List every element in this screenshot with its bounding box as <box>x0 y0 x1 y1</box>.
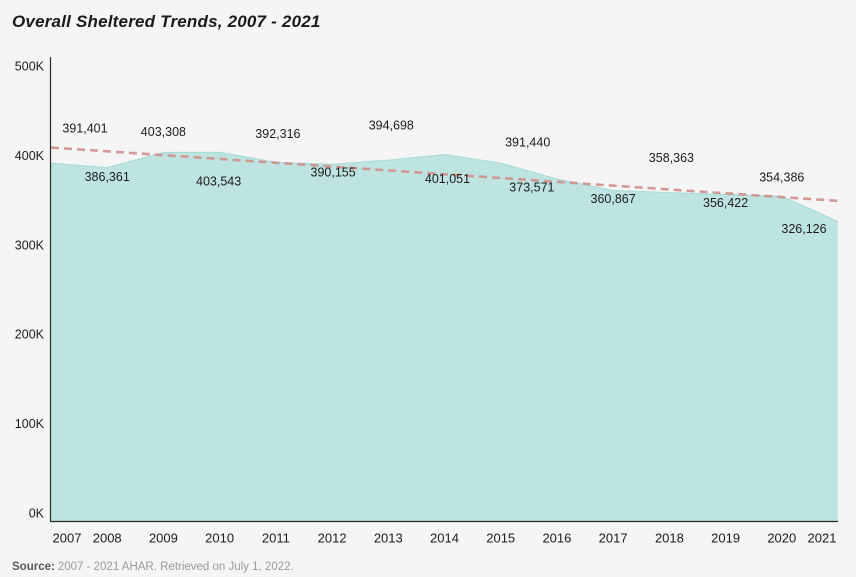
source-text: 2007 - 2021 AHAR. Retrieved on July 1, 2… <box>57 561 294 573</box>
x-tick-label: 2017 <box>599 531 628 546</box>
data-label: 358,363 <box>649 151 694 165</box>
x-tick-label: 2012 <box>318 531 347 546</box>
data-label: 391,440 <box>505 136 550 150</box>
y-tick-label: 0K <box>29 507 45 521</box>
source-note: Source: 2007 - 2021 AHAR. Retrieved on Ju… <box>12 561 294 573</box>
x-tick-label: 2011 <box>262 531 290 546</box>
data-label: 326,126 <box>781 222 826 236</box>
y-tick-label: 300K <box>15 238 45 252</box>
data-label: 394,698 <box>369 119 414 133</box>
data-label: 403,308 <box>141 125 186 139</box>
trend-line <box>50 146 839 203</box>
y-tick-label: 100K <box>15 417 45 431</box>
x-tick-label: 2021 <box>808 531 837 546</box>
data-label: 390,155 <box>311 166 356 180</box>
x-tick-label: 2016 <box>542 531 571 546</box>
data-label: 373,571 <box>509 181 554 195</box>
data-label: 386,361 <box>85 170 130 184</box>
x-tick-label: 2018 <box>655 531 684 546</box>
x-tick-label: 2015 <box>486 531 515 546</box>
area-series <box>51 152 838 521</box>
x-tick-label: 2019 <box>711 531 740 546</box>
data-label: 401,051 <box>425 172 470 186</box>
data-label: 391,401 <box>62 122 107 136</box>
source-label: Source: <box>12 561 55 573</box>
chart-title: Overall Sheltered Trends, 2007 - 2021 <box>12 12 321 31</box>
x-tick-label: 2010 <box>205 531 234 546</box>
x-tick-label: 2008 <box>93 531 122 546</box>
y-tick-label: 200K <box>15 328 45 342</box>
sheltered-trends-chart: Overall Sheltered Trends, 2007 - 2021 0K… <box>12 12 839 573</box>
x-tick-label: 2020 <box>767 531 796 546</box>
x-tick-label: 2009 <box>149 531 178 546</box>
x-tick-label: 2013 <box>374 531 403 546</box>
data-label: 360,867 <box>591 192 636 206</box>
data-label: 356,422 <box>703 196 748 210</box>
chart-svg: 0K 100K 200K 300K 400K 500K 2007 2008 2009 2010 20… <box>15 57 839 546</box>
data-label: 403,543 <box>196 175 241 189</box>
x-tick-label: 2007 <box>53 531 82 546</box>
y-tick-label: 400K <box>15 149 45 163</box>
x-tick-label: 2014 <box>430 531 459 546</box>
area-edge-line <box>50 151 839 222</box>
y-tick-label: 500K <box>15 60 45 74</box>
data-label: 354,386 <box>759 171 804 185</box>
data-label: 392,316 <box>255 127 300 141</box>
